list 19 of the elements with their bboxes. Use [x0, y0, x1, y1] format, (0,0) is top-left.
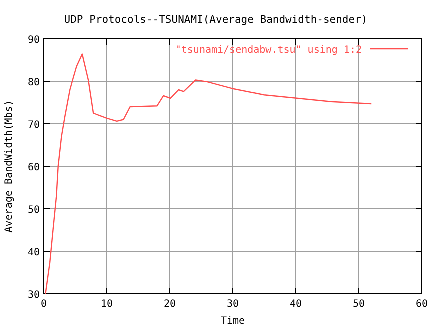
x-tick-label: 40 [290, 299, 302, 310]
x-tick-label: 60 [416, 299, 428, 310]
y-tick-label: 70 [28, 120, 40, 131]
x-tick-label: 0 [40, 299, 48, 310]
y-tick-label: 30 [28, 290, 40, 301]
y-tick-label: 90 [28, 35, 40, 46]
chart-title: UDP Protocols--TSUNAMI(Average Bandwidth-sender) [64, 14, 368, 26]
y-axis-title: Average BandWidth(Mbs) [4, 100, 15, 233]
y-tick-label: 40 [28, 248, 40, 258]
y-tick-label: 50 [28, 205, 40, 216]
line-series [45, 54, 372, 295]
x-tick-label: 50 [352, 299, 366, 310]
y-tick-label: 60 [28, 162, 40, 174]
legend-label: "tsunami/sendabw.tsu" using 1:2 [175, 45, 362, 56]
x-tick-label: 30 [226, 299, 240, 310]
x-axis-title: Time [220, 316, 246, 327]
x-tick-label: 20 [164, 299, 176, 310]
y-tick-label: 80 [28, 78, 40, 88]
x-tick-label: 10 [100, 299, 114, 310]
